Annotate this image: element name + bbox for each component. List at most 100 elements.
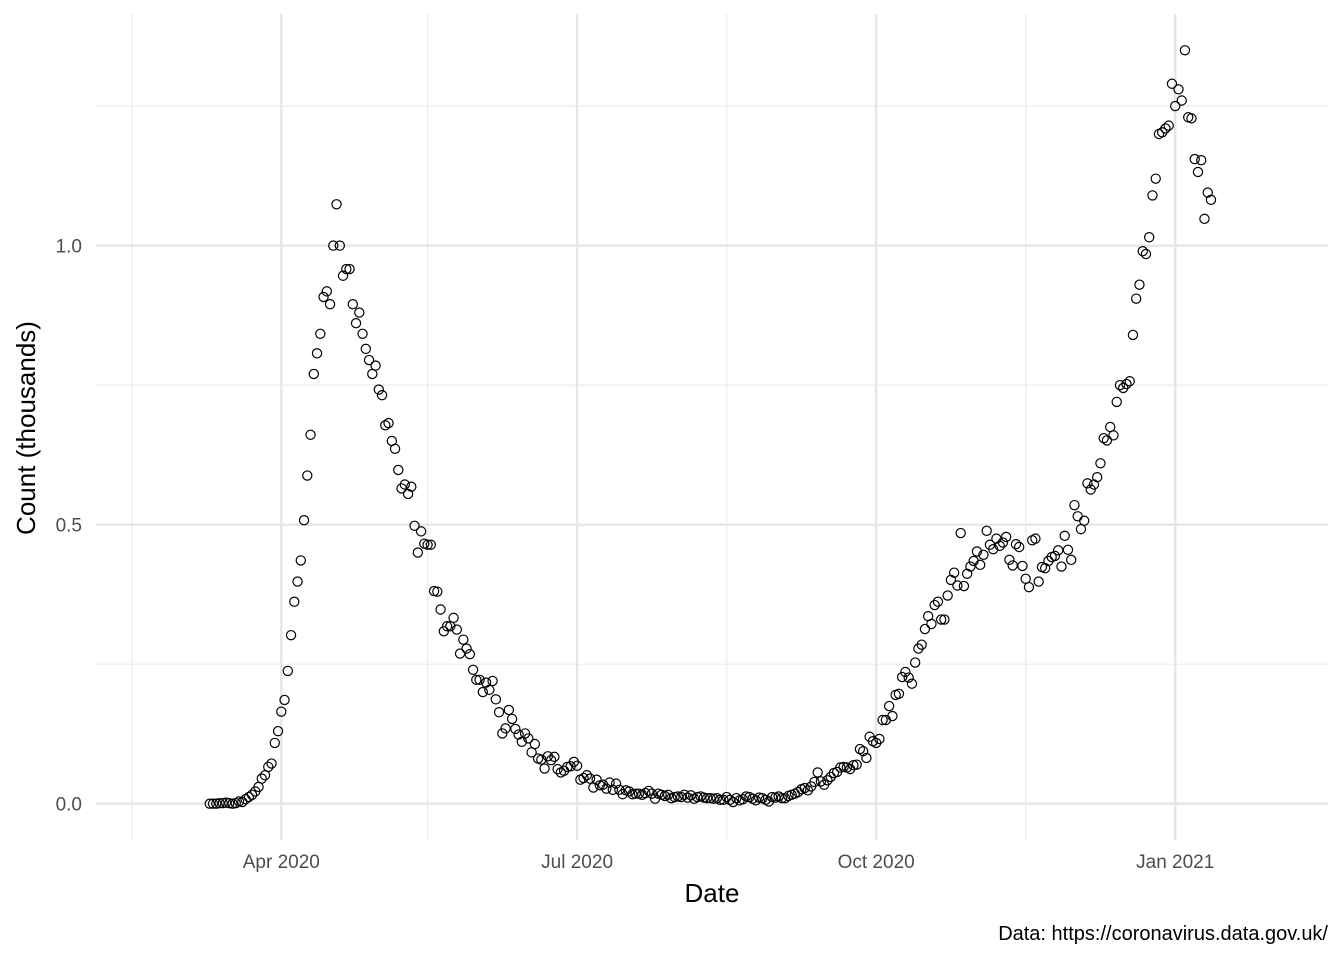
data-point [344,263,355,275]
data-point [412,547,424,558]
data-point [477,686,489,698]
data-point [1176,95,1187,106]
data-point [948,567,960,578]
data-point [809,776,820,788]
data-point [292,576,303,587]
data-point [942,590,953,601]
data-point [246,789,258,800]
data-point [877,714,888,726]
data-point [601,783,612,794]
data-point [854,743,866,755]
data-point [861,752,872,764]
y-tick-label: 0.5 [56,516,82,537]
data-point [487,675,498,687]
data-point [1059,530,1070,542]
data-point [529,738,541,750]
data-point [513,729,524,740]
data-point [974,559,986,571]
data-point [971,546,983,557]
data-point [581,770,593,781]
data-point [916,639,927,650]
data-point [932,596,944,607]
data-point [510,723,521,735]
data-point [1163,120,1174,131]
data-point [906,678,918,689]
data-point [1062,544,1074,555]
data-point [272,725,284,737]
data-point [380,420,391,431]
data-point [1147,190,1158,201]
data-point [1166,78,1178,89]
data-point [406,481,417,492]
data-point [578,772,589,784]
data-point [383,417,394,429]
data-point [302,470,313,481]
data-point [441,621,453,632]
data-point [1098,432,1109,444]
x-axis-title: Date [685,878,740,908]
data-point [256,773,267,784]
data-point [373,384,385,395]
data-point [981,525,992,537]
data-point [1000,531,1012,543]
data-point [448,612,459,624]
data-point [1069,499,1080,511]
data-point [324,299,336,310]
data-point [311,348,323,359]
data-point [545,754,557,766]
data-point [305,429,316,441]
data-point [900,666,911,678]
data-point [337,270,349,281]
data-point [822,775,833,786]
data-point [341,263,352,275]
data-point [480,677,492,688]
data-point [467,664,479,675]
data-point [1205,194,1217,206]
data-point [571,760,583,771]
data-point [1192,166,1204,178]
data-point [1033,576,1044,587]
data-point [812,767,823,778]
data-point [1030,533,1041,544]
data-point [1072,511,1083,522]
data-point [438,626,450,637]
data-point [402,488,414,500]
data-point [1179,45,1191,56]
data-point [1127,329,1139,341]
data-point [978,549,989,561]
data-point [1095,458,1106,469]
data-point [1065,554,1077,566]
data-point [1186,113,1197,124]
data-point [893,688,905,699]
data-point [409,520,420,531]
data-point [1160,123,1171,134]
data-point [549,751,560,763]
data-point [640,787,651,799]
x-tick-label: Oct 2020 [838,852,915,873]
data-point [935,614,947,625]
data-point [490,694,502,705]
data-point [363,354,375,366]
data-point [919,623,931,635]
data-point [926,618,937,630]
y-axis-title: Count (thousands) [11,321,41,535]
data-point [958,580,970,592]
data-source-caption: Data: https://coronavirus.data.gov.uk/ [998,923,1328,945]
data-point [1088,479,1100,490]
data-point [965,561,976,572]
data-point [1189,153,1200,165]
data-point [389,443,401,454]
data-point [731,792,742,804]
data-point [432,586,443,597]
data-point [315,328,326,339]
data-point [399,479,411,490]
data-point [1049,550,1061,562]
data-point [675,791,687,803]
data-point [1170,100,1181,112]
data-point [1013,541,1025,553]
data-point [1134,279,1145,290]
data-point [318,291,329,303]
data-point [350,317,362,329]
y-tick-label: 0.0 [56,795,82,816]
